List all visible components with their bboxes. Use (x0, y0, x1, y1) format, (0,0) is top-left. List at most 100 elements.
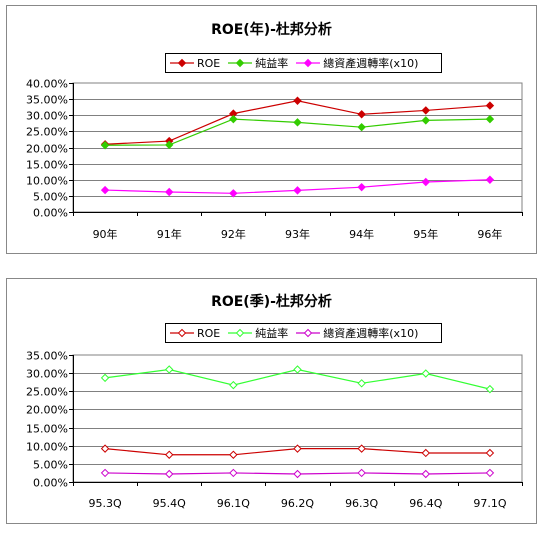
data-point (421, 116, 430, 125)
legend-label: 總資產週轉率(x10) (323, 327, 419, 340)
x-tick-label: 96.3Q (345, 497, 378, 510)
data-point (229, 189, 238, 198)
y-tick-label: 20.00% (26, 143, 68, 156)
y-tick-label: 35.00% (26, 94, 68, 107)
plot-area: 0.00% 5.00% 10.00% 15.00% 20.00% 25.00% 30.00%… (26, 78, 523, 241)
y-tick-label: 0.00% (33, 207, 68, 220)
y-tick-label: 35.00% (26, 350, 68, 363)
data-point (229, 468, 238, 478)
data-point (485, 114, 495, 124)
legend-label: ROE (197, 56, 221, 70)
quarterly-dupont-chart: ROE(季)-杜邦分析 ROE 純益率 總資產週轉率(x10) 0.00% 5.00%… (6, 278, 537, 524)
x-tick-label: 96年 (477, 227, 502, 241)
y-tick-label: 10.00% (26, 175, 68, 188)
data-point (100, 185, 110, 195)
legend-label: 純益率 (255, 327, 289, 340)
legend-marker (304, 328, 313, 338)
y-tick-label: 5.00% (33, 191, 68, 204)
legend-label: ROE (197, 326, 221, 340)
x-tick-label: 92年 (221, 227, 246, 241)
data-point (357, 182, 366, 192)
data-point (357, 468, 366, 478)
plot-background (72, 354, 523, 483)
y-tick-label: 40.00% (26, 78, 68, 91)
data-point (485, 448, 495, 458)
data-point (100, 468, 110, 478)
data-point (165, 450, 174, 459)
legend-marker (236, 58, 245, 68)
data-point (293, 444, 302, 453)
legend-label: 總資產週轉率(x10) (323, 57, 419, 70)
data-point (293, 118, 302, 127)
x-tick-label: 96.1Q (217, 497, 250, 510)
data-point (229, 380, 238, 390)
y-tick-label: 25.00% (26, 386, 68, 399)
legend-item: 總資產週轉率(x10) (296, 325, 418, 341)
y-tick-label: 25.00% (26, 126, 68, 139)
x-tick-label: 93年 (285, 227, 310, 241)
data-point (421, 448, 430, 458)
data-point (293, 469, 302, 479)
y-tick-label: 20.00% (26, 404, 68, 417)
legend-swatch (170, 58, 194, 68)
data-point (421, 469, 430, 479)
data-point (293, 186, 302, 195)
data-point (357, 110, 366, 119)
data-point (229, 114, 238, 124)
x-tick-label: 97.1Q (473, 497, 506, 510)
x-tick-label: 96.4Q (409, 497, 442, 510)
x-tick-label: 94年 (349, 227, 374, 241)
legend-item: ROE (170, 57, 220, 70)
x-tick-label: 90年 (93, 227, 118, 241)
legend-marker (177, 328, 187, 338)
y-tick-label: 15.00% (26, 423, 68, 436)
data-point (357, 444, 366, 453)
data-point (100, 373, 110, 383)
y-tick-label: 30.00% (26, 368, 68, 381)
data-point (421, 106, 430, 115)
y-tick-label: 10.00% (26, 441, 68, 454)
legend-swatch (228, 58, 253, 68)
legend-swatch (228, 328, 253, 338)
x-tick-label: 95.3Q (88, 497, 121, 510)
data-point (357, 122, 366, 132)
chart-legend: ROE 純益率 總資產週轉率(x10) (165, 323, 442, 343)
data-point (421, 177, 430, 187)
legend-marker (236, 328, 245, 338)
legend-marker (304, 58, 313, 68)
data-point (165, 365, 174, 374)
data-point (100, 444, 110, 453)
data-point (357, 379, 366, 388)
x-tick-label: 91年 (157, 227, 182, 241)
legend-item: ROE (170, 327, 220, 340)
chart-title: ROE(季)-杜邦分析 (211, 294, 332, 310)
x-tick-label: 95年 (413, 227, 438, 241)
data-point (229, 450, 238, 459)
chart-title: ROE(年)-杜邦分析 (211, 22, 332, 38)
data-point (165, 187, 174, 197)
data-point (485, 175, 495, 184)
legend-swatch (296, 328, 321, 338)
legend-item: 純益率 (228, 55, 288, 71)
plot-area: 0.00% 5.00% 10.00% 15.00% 20.00% 25.00% 30.00%… (26, 350, 523, 510)
legend-marker (177, 58, 187, 68)
data-point (421, 369, 430, 378)
data-point (165, 140, 174, 150)
legend-swatch (170, 328, 194, 338)
legend-label: 純益率 (255, 57, 289, 70)
chart-legend: ROE 純益率 總資產週轉率(x10) (165, 53, 442, 73)
legend-item: 總資產週轉率(x10) (296, 55, 418, 71)
data-point (485, 468, 495, 478)
data-point (485, 101, 495, 110)
x-tick-label: 95.4Q (153, 497, 186, 510)
annual-dupont-chart: ROE(年)-杜邦分析 ROE 純益率 總資產週轉率(x10) 0.00% 5.00%… (6, 5, 537, 254)
legend-swatch (296, 58, 321, 68)
y-tick-label: 0.00% (33, 477, 68, 490)
x-tick-label: 96.2Q (281, 497, 314, 510)
data-point (100, 141, 110, 150)
y-tick-label: 5.00% (33, 459, 68, 472)
legend-item: 純益率 (228, 325, 288, 341)
data-point (165, 469, 174, 479)
y-tick-label: 30.00% (26, 110, 68, 123)
data-point (293, 96, 302, 105)
